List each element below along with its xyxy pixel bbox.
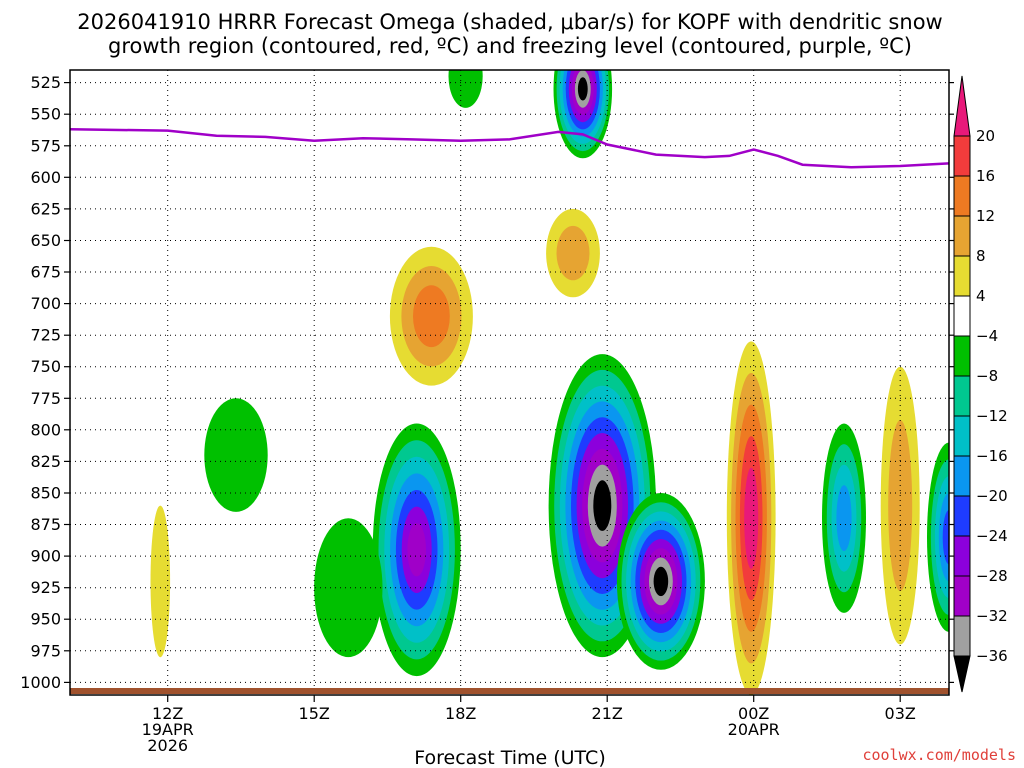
colorbar-swatch <box>953 495 971 537</box>
y-tick-label: 600 <box>30 168 61 187</box>
y-tick-label: 950 <box>30 610 61 629</box>
chart-title-line1: 2026041910 HRRR Forecast Omega (shaded, … <box>77 10 942 34</box>
colorbar-label: −12 <box>976 407 1008 425</box>
colorbar-arrow-bottom <box>953 655 971 693</box>
x-tick-label: 12Z <box>152 704 183 723</box>
ascent-1500-cell <box>314 518 383 658</box>
ascent-1830-upper <box>448 70 483 108</box>
y-tick-label: 725 <box>30 326 61 345</box>
credit-text: coolwx.com/models <box>862 746 1016 764</box>
descent-1745-cell <box>389 246 473 386</box>
x-tick-label: 03Z <box>885 704 916 723</box>
x-tick-label: 19APR <box>142 720 194 739</box>
y-tick-label: 775 <box>30 389 61 408</box>
ground-strip <box>70 688 949 694</box>
y-tick-label: 625 <box>30 199 61 218</box>
colorbar-arrow-top <box>953 75 971 137</box>
y-tick-label: 925 <box>30 578 61 597</box>
y-tick-label: 800 <box>30 420 61 439</box>
colorbar-swatch <box>953 575 971 617</box>
omega-contour-neg36 <box>653 566 669 597</box>
omega-contour-neg4 <box>204 398 268 512</box>
colorbar-swatch <box>953 295 971 337</box>
colorbar-swatch <box>953 255 971 297</box>
ascent-2200-cell <box>616 493 705 670</box>
descent-2030-cell <box>546 208 600 298</box>
colorbar-label: −4 <box>976 327 998 345</box>
colorbar-swatch <box>953 135 971 177</box>
omega-contour-pos4 <box>150 505 171 658</box>
ascent-0400-edge <box>927 442 949 632</box>
y-tick-label: 825 <box>30 452 61 471</box>
chart-title-line2: growth region (contoured, red, ºC) and f… <box>108 34 912 58</box>
colorbar-label: −20 <box>976 487 1008 505</box>
colorbar-label: −16 <box>976 447 1008 465</box>
y-tick-label: 1000 <box>20 673 61 692</box>
grid-lines <box>70 70 949 695</box>
omega-contour-neg28 <box>407 523 427 577</box>
colorbar-label: 20 <box>976 127 995 145</box>
colorbar-swatch <box>953 175 971 217</box>
omega-contour-pos8 <box>556 225 590 281</box>
omega-contour-neg4 <box>314 518 383 658</box>
colorbar-label: 8 <box>976 247 986 265</box>
x-tick-label: 20APR <box>728 720 780 739</box>
y-tick-label: 875 <box>30 515 61 534</box>
x-axis-title: Forecast Time (UTC) <box>414 747 605 768</box>
y-tick-label: 700 <box>30 294 61 313</box>
x-tick-label: 21Z <box>592 704 623 723</box>
colorbar-label: −28 <box>976 567 1008 585</box>
y-axis: 525 550 575 600 625 650 675 700 725 750 775 800 825 8… <box>20 73 954 692</box>
colorbar-swatch <box>953 375 971 417</box>
y-tick-label: 750 <box>30 357 61 376</box>
freezing-level-layer <box>70 128 949 169</box>
y-tick-label: 550 <box>30 105 61 124</box>
colorbar-label: −36 <box>976 647 1008 665</box>
colorbar-label: −32 <box>976 607 1008 625</box>
ascent-1700-cell <box>372 423 461 677</box>
colorbar-swatch <box>953 615 971 657</box>
colorbar-swatch <box>953 455 971 497</box>
y-tick-label: 575 <box>30 136 61 155</box>
colorbar-label: 4 <box>976 287 986 305</box>
y-tick-label: 525 <box>30 73 61 92</box>
colorbar-label: 16 <box>976 167 995 185</box>
omega-shading <box>150 70 949 695</box>
x-tick-label: 2026 <box>147 736 188 755</box>
omega-contour-neg16 <box>836 485 852 552</box>
omega-contour-neg20 <box>942 510 949 565</box>
omega-contour-neg36 <box>577 77 588 101</box>
y-tick-label: 975 <box>30 641 61 660</box>
x-tick-label: 15Z <box>299 704 330 723</box>
descent-0000-cell <box>726 341 776 695</box>
colorbar-swatch <box>953 535 971 577</box>
x-tick-label: 00Z <box>738 704 769 723</box>
colorbar-label: −24 <box>976 527 1008 545</box>
ascent-0200-cell <box>822 423 866 613</box>
colorbar: 20 16 12 8 4 −4 −8 −12 −16 −20 −24 −28 −32 −36 <box>953 75 1008 693</box>
omega-contour-pos12 <box>413 285 450 348</box>
omega-contour-pos20 <box>744 467 759 569</box>
descent-1200-cell <box>150 505 171 658</box>
x-tick-label: 18Z <box>445 704 476 723</box>
omega-contour-neg36 <box>593 480 612 531</box>
y-tick-label: 650 <box>30 231 61 250</box>
y-tick-label: 675 <box>30 263 61 282</box>
freezing-level-line <box>70 128 949 169</box>
colorbar-label: −8 <box>976 367 998 385</box>
plot-frame <box>69 69 950 696</box>
y-tick-label: 850 <box>30 484 61 503</box>
colorbar-swatch <box>953 415 971 457</box>
y-tick-label: 900 <box>30 547 61 566</box>
omega-contour-neg4 <box>448 70 483 108</box>
colorbar-label: 12 <box>976 207 995 225</box>
colorbar-swatch <box>953 215 971 257</box>
colorbar-swatch <box>953 335 971 377</box>
ascent-1400-cell <box>204 398 268 512</box>
